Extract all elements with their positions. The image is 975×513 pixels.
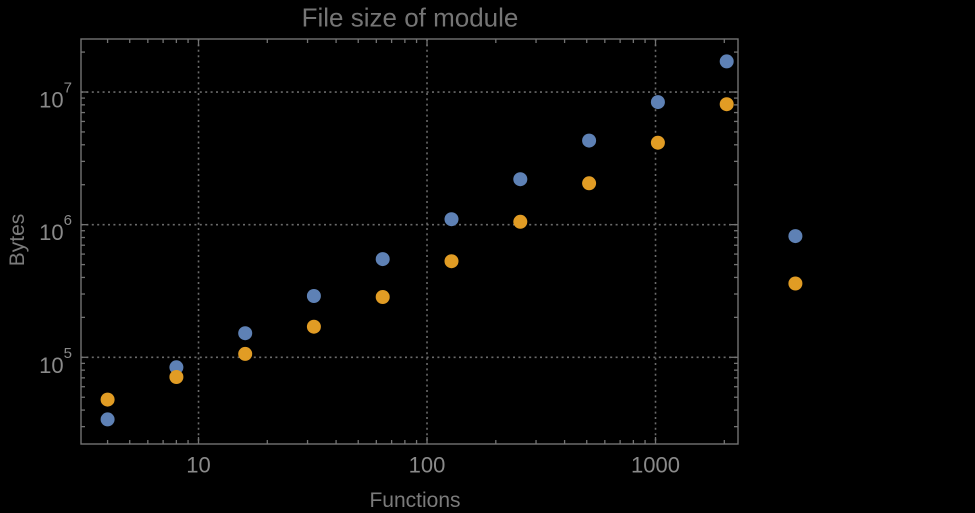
data-point-series-1-blue: [306, 289, 321, 303]
data-point-series-2-orange: [375, 290, 390, 304]
data-point-series-1-blue: [444, 212, 459, 227]
data-point-series-1-blue: [650, 95, 665, 110]
x-tick-label: 100: [409, 453, 446, 478]
plot-frame: [80, 38, 739, 445]
data-point-series-2-orange: [238, 346, 253, 361]
y-tick-label: 106: [39, 212, 72, 245]
x-tick-label: 1000: [631, 453, 680, 478]
chart-title: File size of module: [302, 3, 519, 33]
data-point-series-1-blue: [238, 326, 253, 341]
data-point-series-1-blue: [169, 360, 184, 375]
data-point-series-2-orange: [100, 392, 115, 407]
y-axis-label: Bytes: [6, 214, 29, 267]
gridlines-layer: [81, 39, 738, 444]
tick-labels-layer: 10 100 1000 105 106 107: [39, 80, 680, 478]
data-point-series-1-blue: [788, 229, 803, 244]
data-point-series-2-orange: [582, 176, 597, 191]
y-tick-label: 107: [39, 80, 72, 113]
data-point-series-2-orange: [719, 97, 734, 112]
data-points-layer: [100, 54, 803, 427]
data-point-series-1-blue: [719, 54, 734, 69]
data-point-series-2-orange: [513, 214, 528, 229]
data-point-series-1-blue: [582, 133, 597, 148]
data-point-series-2-orange: [169, 370, 184, 384]
x-axis-label: Functions: [369, 489, 460, 512]
data-point-series-2-orange: [650, 135, 665, 150]
data-point-series-2-orange: [306, 319, 321, 334]
data-point-series-2-orange: [788, 276, 803, 291]
data-point-series-1-blue: [513, 172, 528, 187]
data-point-series-1-blue: [100, 412, 115, 427]
x-tick-label: 10: [186, 453, 210, 478]
data-point-series-2-orange: [444, 254, 459, 269]
data-point-series-1-blue: [375, 252, 390, 267]
y-tick-label: 105: [39, 345, 72, 378]
